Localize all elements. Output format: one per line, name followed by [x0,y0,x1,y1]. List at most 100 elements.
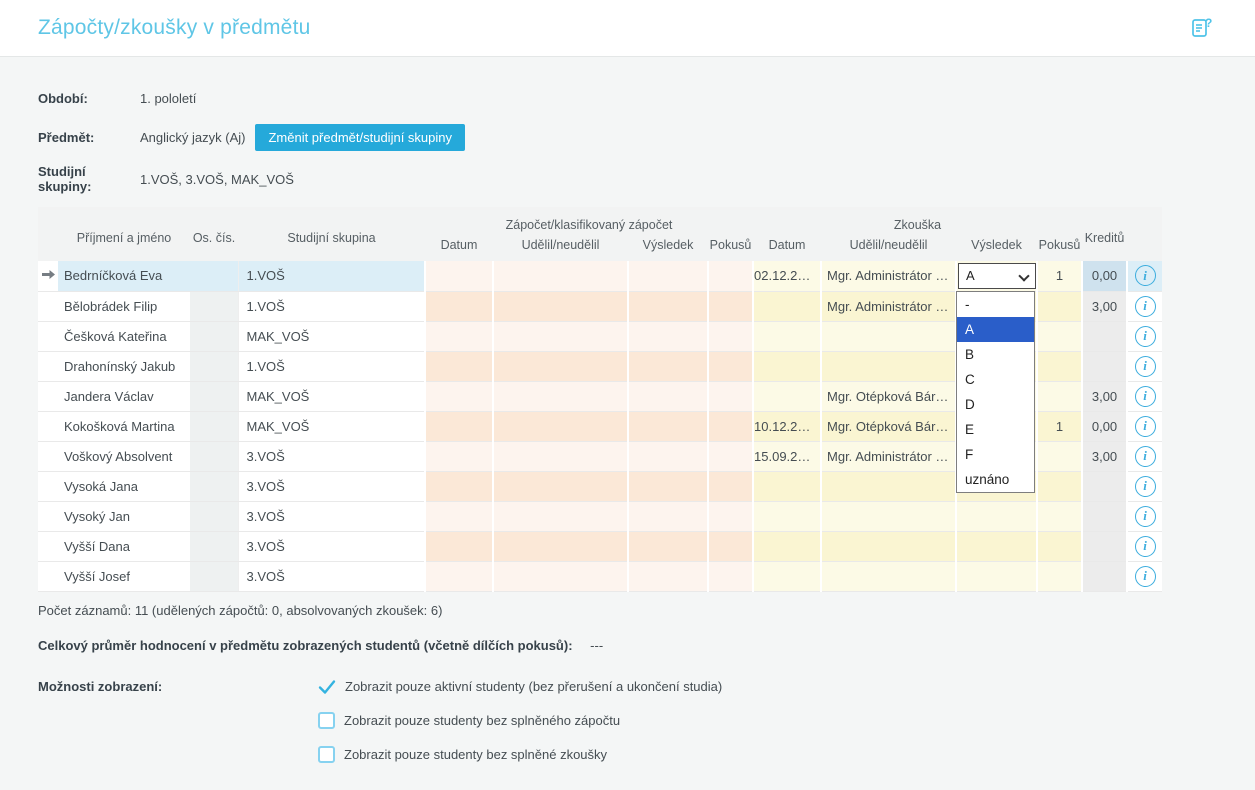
exam-granted-by-cell[interactable] [820,561,957,592]
dropdown-option[interactable]: uznáno [965,472,1010,487]
exam-granted-by-cell[interactable]: Mgr. Otépková Bára P… [820,411,957,442]
exam-date-cell[interactable] [752,291,822,322]
info-icon[interactable]: i [1134,385,1156,407]
dropdown-option[interactable]: B [965,347,975,362]
credit-date-cell[interactable] [424,381,493,412]
credit-granted-by-cell[interactable] [492,351,628,382]
exam-result-cell[interactable]: A [955,261,1038,292]
credit-result-cell[interactable] [627,471,708,502]
credits-cell[interactable] [1081,531,1129,562]
info-icon[interactable]: i [1134,505,1156,527]
credit-granted-by-cell[interactable] [492,501,628,532]
credit-result-cell[interactable] [627,531,708,562]
credit-attempts-cell[interactable] [706,441,754,472]
credits-cell[interactable] [1081,471,1129,502]
exam-attempts-cell[interactable] [1036,501,1083,532]
exam-attempts-cell[interactable] [1036,561,1083,592]
change-subject-button[interactable]: Změnit předmět/studijní skupiny [255,124,465,151]
info-icon[interactable]: i [1134,445,1156,467]
exam-granted-by-cell[interactable] [820,321,957,352]
credit-granted-by-cell[interactable] [492,261,628,292]
credit-attempts-cell[interactable] [706,471,754,502]
credits-cell[interactable] [1081,501,1129,532]
credit-attempts-cell[interactable] [706,261,754,292]
table-row[interactable]: Vyšší Josef 3.VOŠ i [38,561,1163,592]
credit-granted-by-cell[interactable] [492,381,628,412]
info-icon[interactable]: i [1134,295,1156,317]
credit-date-cell[interactable] [424,261,493,292]
exam-date-cell[interactable] [752,501,822,532]
exam-attempts-cell[interactable] [1036,471,1083,502]
credit-granted-by-cell[interactable] [492,291,628,322]
exam-granted-by-cell[interactable]: Mgr. Administrátor Ka… [820,291,957,322]
credit-attempts-cell[interactable] [706,381,754,412]
credit-granted-by-cell[interactable] [492,561,628,592]
exam-date-cell[interactable] [752,351,822,382]
credit-attempts-cell[interactable] [706,351,754,382]
exam-date-cell[interactable] [752,471,822,502]
credit-attempts-cell[interactable] [706,561,754,592]
info-icon[interactable]: i [1134,265,1156,287]
credit-date-cell[interactable] [424,501,493,532]
credit-attempts-cell[interactable] [706,291,754,322]
credit-result-cell[interactable] [627,501,708,532]
exam-attempts-cell[interactable] [1036,381,1083,412]
credit-result-cell[interactable] [627,561,708,592]
dropdown-option[interactable]: - [965,297,970,312]
credit-date-cell[interactable] [424,561,493,592]
table-row[interactable]: Voškový Absolvent 3.VOŠ 15.09.2025 Mgr. … [38,441,1163,472]
credit-result-cell[interactable] [627,441,708,472]
exam-attempts-cell[interactable] [1036,351,1083,382]
credit-date-cell[interactable] [424,471,493,502]
dropdown-option[interactable]: F [965,447,974,462]
credit-date-cell[interactable] [424,441,493,472]
exam-attempts-cell[interactable] [1036,321,1083,352]
credit-date-cell[interactable] [424,411,493,442]
credits-cell[interactable] [1081,321,1129,352]
credit-date-cell[interactable] [424,351,493,382]
credits-cell[interactable] [1081,351,1129,382]
exam-result-cell[interactable] [955,531,1038,562]
checkbox-box[interactable] [318,746,335,763]
info-icon[interactable]: i [1134,415,1156,437]
table-row[interactable]: Vysoký Jan 3.VOŠ i [38,501,1163,532]
exam-date-cell[interactable] [752,561,822,592]
exam-attempts-cell[interactable]: 1 [1036,261,1083,292]
credit-attempts-cell[interactable] [706,501,754,532]
credit-granted-by-cell[interactable] [492,441,628,472]
credit-date-cell[interactable] [424,321,493,352]
info-icon[interactable]: i [1134,565,1156,587]
exam-granted-by-cell[interactable] [820,471,957,502]
exam-attempts-cell[interactable]: 1 [1036,411,1083,442]
credits-cell[interactable]: 0,00 [1081,411,1129,442]
table-row[interactable]: Bedrníčková Eva 1.VOŠ 02.12.2025 Mgr. Ad… [38,261,1163,292]
info-icon[interactable]: i [1134,535,1156,557]
info-icon[interactable]: i [1134,355,1156,377]
credit-result-cell[interactable] [627,321,708,352]
credits-cell[interactable]: 0,00 [1081,261,1129,292]
credit-attempts-cell[interactable] [706,531,754,562]
table-row[interactable]: Bělobrádek Filip 1.VOŠ Mgr. Administráto… [38,291,1163,322]
credit-granted-by-cell[interactable] [492,411,628,442]
credit-result-cell[interactable] [627,411,708,442]
credit-result-cell[interactable] [627,351,708,382]
exam-granted-by-cell[interactable]: Mgr. Administrátor Ka… [820,261,957,292]
table-row[interactable]: Kokošková Martina MAK_VOŠ 10.12.2025 Mgr… [38,411,1163,442]
exam-granted-by-cell[interactable] [820,501,957,532]
credit-result-cell[interactable] [627,381,708,412]
dropdown-option[interactable]: C [965,372,975,387]
exam-result-select[interactable]: A [958,262,1037,289]
credits-cell[interactable]: 3,00 [1081,381,1129,412]
display-option-checkbox[interactable]: Zobrazit pouze studenty bez splněného zá… [318,711,722,731]
credit-result-cell[interactable] [627,291,708,322]
exam-attempts-cell[interactable] [1036,531,1083,562]
exam-granted-by-cell[interactable]: Mgr. Otépková Bára P… [820,381,957,412]
checkbox-box[interactable] [318,712,335,729]
exam-date-cell[interactable]: 10.12.2025 [752,411,822,442]
table-row[interactable]: Drahonínský Jakub 1.VOŠ i [38,351,1163,382]
credit-granted-by-cell[interactable] [492,531,628,562]
table-row[interactable]: Vyšší Dana 3.VOŠ i [38,531,1163,562]
exam-date-cell[interactable] [752,381,822,412]
exam-date-cell[interactable]: 02.12.2025 [752,261,822,292]
credit-result-cell[interactable] [627,261,708,292]
